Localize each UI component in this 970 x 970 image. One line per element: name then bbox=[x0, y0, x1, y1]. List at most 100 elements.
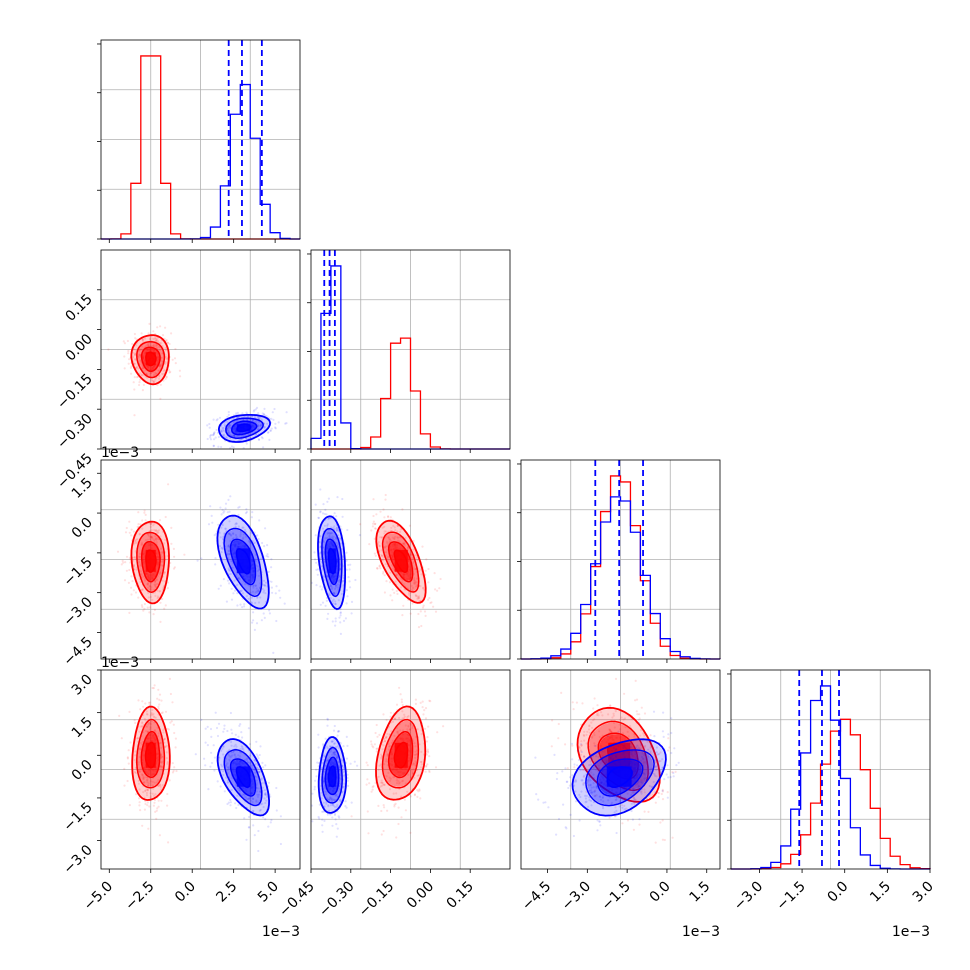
contour-blue bbox=[231, 420, 258, 436]
contour-red bbox=[140, 730, 161, 778]
contour-blue bbox=[229, 758, 257, 797]
axes-frame bbox=[520, 669, 721, 870]
x-tick-label: −3.0 bbox=[731, 879, 766, 914]
y-tick-label: 0.00 bbox=[62, 331, 95, 364]
y-tick-label: 3.0 bbox=[69, 672, 96, 699]
x-tick-label: −1.5 bbox=[599, 879, 634, 914]
x-tick-label: 0.0 bbox=[824, 879, 851, 906]
y-tick-label: −0.15 bbox=[54, 371, 96, 413]
x-offset-label: 1e−3 bbox=[262, 924, 300, 940]
density-peak-red bbox=[145, 352, 156, 366]
x-tick-label: 5.0 bbox=[255, 879, 282, 906]
y-tick-label: −4.5 bbox=[60, 634, 95, 669]
x-tick-label: 0.15 bbox=[444, 879, 477, 912]
contour-blue bbox=[235, 548, 251, 575]
density-peak-blue bbox=[328, 766, 336, 787]
x-tick-label: −0.30 bbox=[316, 879, 358, 921]
contour-blue bbox=[321, 746, 343, 804]
contour-blue bbox=[324, 756, 340, 796]
contour-red bbox=[140, 346, 161, 373]
hist-panel-3 bbox=[727, 669, 931, 870]
axes-frame bbox=[100, 39, 301, 240]
x-tick-label: −3.0 bbox=[559, 879, 594, 914]
x-tick-label: −5.0 bbox=[81, 879, 116, 914]
x-tick-label: −1.5 bbox=[774, 879, 809, 914]
contour-red bbox=[387, 730, 414, 779]
contour-red bbox=[375, 705, 427, 801]
contour-red bbox=[140, 540, 161, 583]
contour-blue bbox=[596, 758, 644, 797]
density-peak-red bbox=[394, 742, 408, 768]
contour-red bbox=[130, 334, 170, 386]
x-tick-label: 1.5 bbox=[687, 879, 714, 906]
scatter-panel-3-0 bbox=[100, 669, 301, 870]
contour-red bbox=[393, 549, 409, 574]
grid bbox=[101, 250, 300, 449]
axes-frame bbox=[520, 459, 721, 660]
density-peak-blue bbox=[328, 548, 336, 574]
contour-blue bbox=[606, 766, 633, 788]
contour-blue bbox=[229, 538, 257, 586]
grid bbox=[101, 670, 300, 869]
axes-frame bbox=[100, 249, 301, 450]
axes-frame bbox=[100, 669, 301, 870]
density-peak-blue bbox=[606, 766, 632, 787]
contour-red bbox=[375, 519, 427, 604]
x-tick-label: −0.15 bbox=[356, 879, 398, 921]
contour-blue bbox=[317, 736, 347, 814]
x-tick-label: −4.5 bbox=[519, 879, 554, 914]
y-tick-label: −3.0 bbox=[60, 842, 95, 877]
hist-panel-1 bbox=[307, 249, 511, 450]
x-tick-label: −2.5 bbox=[122, 879, 157, 914]
contour-blue bbox=[317, 515, 346, 611]
x-offset-label: 1e−3 bbox=[892, 924, 930, 940]
contour-blue bbox=[321, 527, 343, 598]
x-tick-label: 0.00 bbox=[404, 879, 437, 912]
x-offset-label: 1e−3 bbox=[682, 924, 720, 940]
contour-red bbox=[387, 541, 414, 583]
contour-red bbox=[136, 718, 166, 789]
histogram-blue bbox=[520, 496, 721, 660]
contour-blue bbox=[327, 547, 337, 575]
axes-frame bbox=[310, 459, 511, 660]
y-offset-label: 1e−3 bbox=[101, 445, 139, 461]
contour-blue bbox=[585, 749, 655, 807]
scatter-panel-2-0 bbox=[100, 459, 301, 660]
contour-red bbox=[136, 341, 166, 379]
x-tick-label: −0.45 bbox=[276, 879, 318, 921]
y-offset-label: 1e−3 bbox=[101, 655, 139, 671]
x-tick-label: 3.0 bbox=[910, 879, 937, 906]
density-peak-blue bbox=[236, 424, 251, 432]
y-tick-label: 1.5 bbox=[69, 714, 96, 741]
hist-panel-2 bbox=[517, 459, 721, 660]
contour-blue bbox=[324, 538, 340, 586]
contour-blue bbox=[327, 765, 337, 788]
contour-red bbox=[381, 718, 420, 789]
contour-blue bbox=[571, 738, 667, 817]
contour-red bbox=[130, 520, 170, 605]
scatter-panel-1-0 bbox=[100, 249, 301, 450]
x-tick-label: 1.5 bbox=[867, 879, 894, 906]
hist-panel-0 bbox=[97, 39, 301, 240]
contour-blue bbox=[236, 423, 252, 433]
y-tick-label: −0.30 bbox=[54, 411, 96, 453]
contour-blue bbox=[235, 766, 251, 789]
scatter-panel-3-2 bbox=[520, 669, 721, 870]
x-tick-label: 0.0 bbox=[647, 879, 674, 906]
contour-red bbox=[144, 741, 157, 769]
x-tick-label: 0.0 bbox=[172, 879, 199, 906]
y-tick-label: 0.0 bbox=[69, 515, 96, 542]
contour-blue bbox=[223, 527, 263, 598]
contour-blue bbox=[223, 749, 263, 807]
contour-red bbox=[393, 741, 409, 769]
contour-blue bbox=[217, 414, 272, 443]
axes-frame bbox=[310, 249, 511, 450]
scatter-panel-2-1 bbox=[310, 459, 511, 660]
contour-red bbox=[131, 705, 171, 801]
contour-red bbox=[145, 351, 157, 367]
axes-frame bbox=[100, 459, 301, 660]
contour-red bbox=[136, 531, 166, 593]
density-peak-red bbox=[145, 742, 156, 768]
contour-red bbox=[381, 531, 420, 593]
